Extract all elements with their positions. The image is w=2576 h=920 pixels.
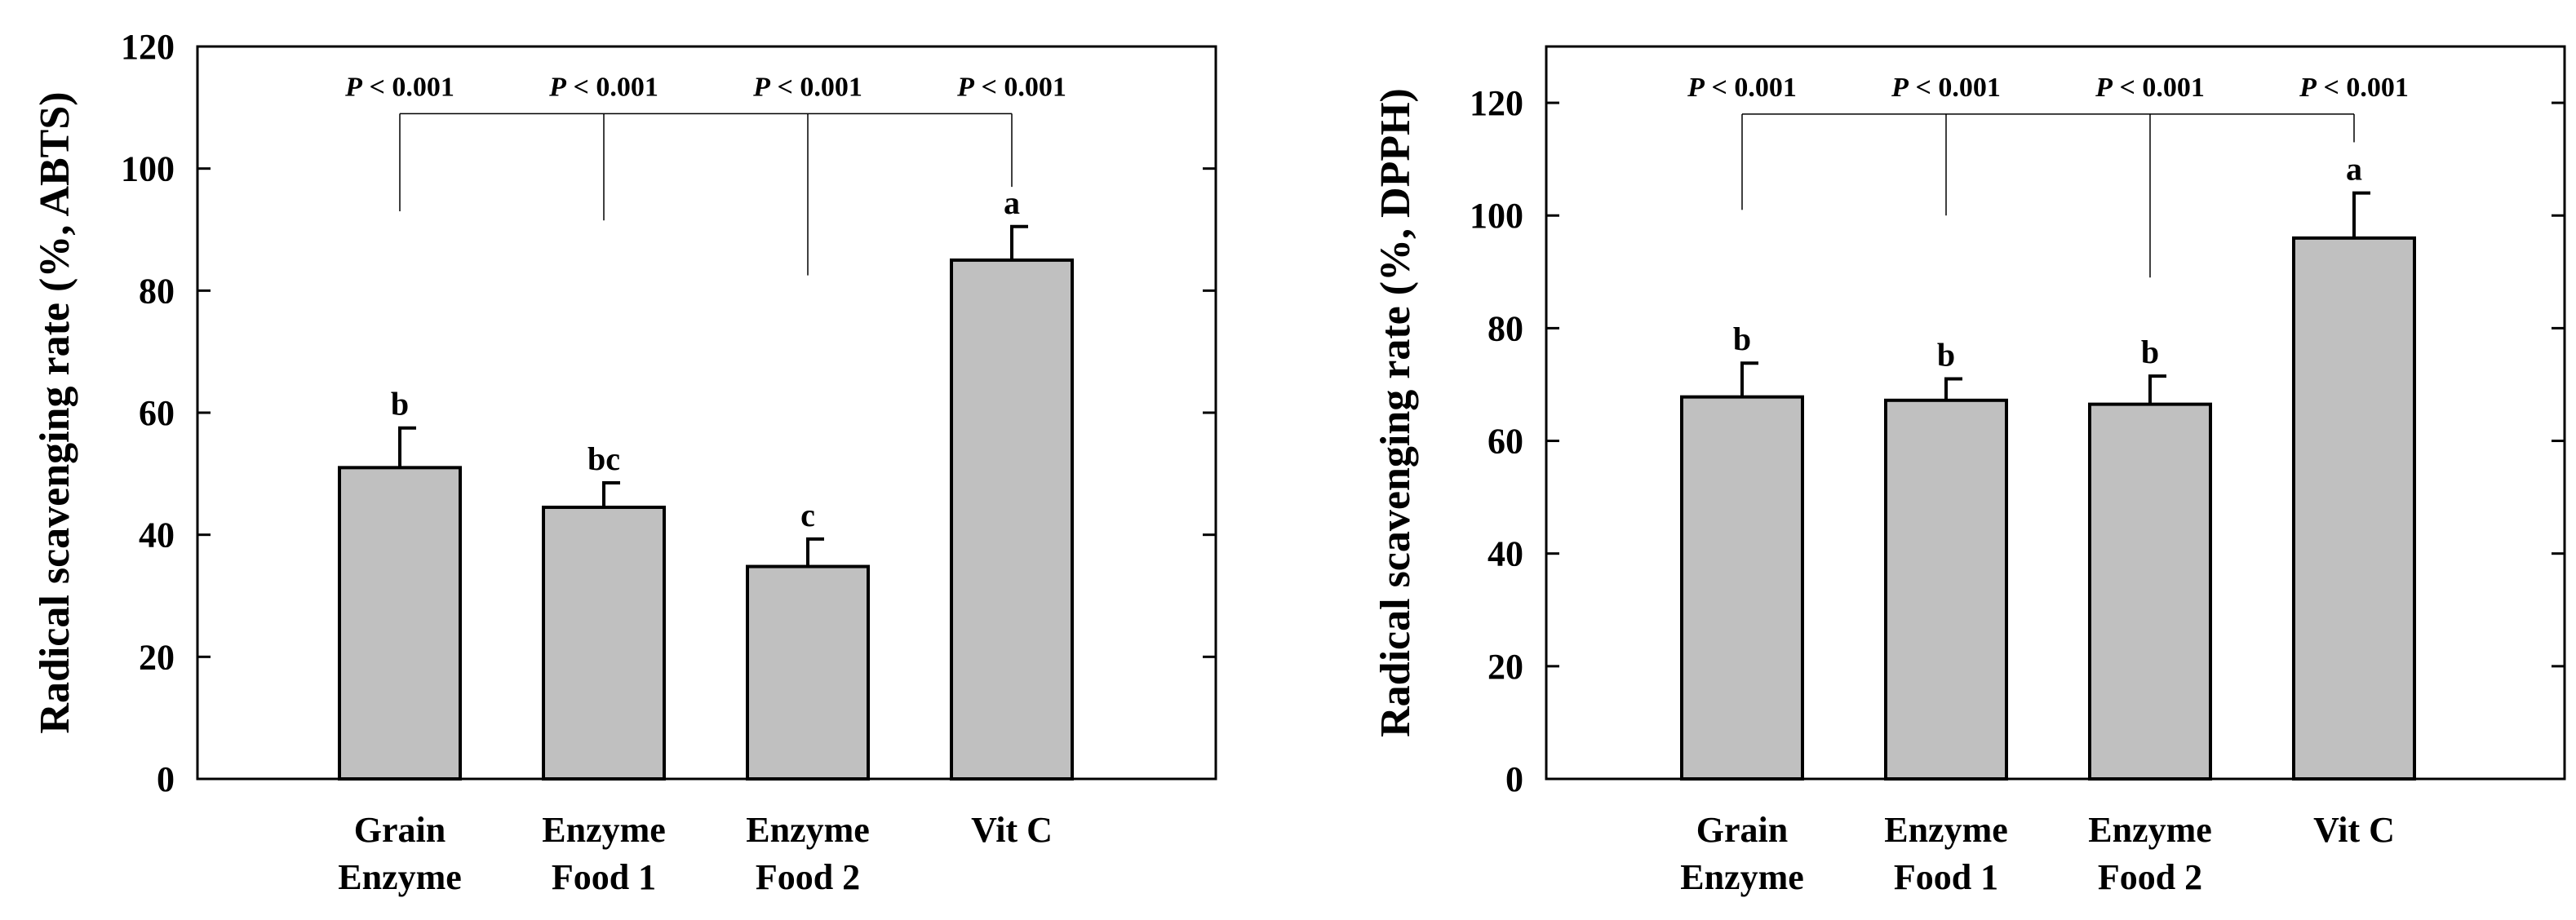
y-tick-label: 120 — [1470, 83, 1523, 123]
category-label: Grain — [1696, 810, 1788, 850]
y-tick-label: 40 — [139, 515, 175, 555]
category-label: Enzyme — [338, 857, 462, 897]
y-tick-label: 100 — [121, 149, 175, 189]
category-label: Enzyme — [1884, 810, 2008, 850]
significance-letter: b — [1733, 321, 1751, 357]
y-tick-label: 120 — [121, 27, 175, 67]
y-axis-label: Radical scavenging rate (%, DPPH) — [1372, 88, 1419, 737]
plot-frame — [1545, 45, 2566, 781]
y-tick-label: 100 — [1470, 196, 1523, 236]
category-label: Food 2 — [756, 857, 860, 897]
significance-letter: b — [2141, 334, 2159, 370]
y-tick-label: 40 — [1488, 534, 1523, 574]
y-tick-label: 20 — [1488, 647, 1523, 687]
p-value-label: P < 0.001 — [1891, 73, 2001, 103]
p-value-label: P < 0.001 — [1687, 73, 1797, 103]
chart-1: 0 20 40 60 80 100 120 Radical scavenging rate (… — [32, 27, 1217, 897]
bar — [1680, 395, 1804, 781]
p-value-label: P < 0.001 — [2095, 73, 2205, 103]
significance-letter: bc — [587, 440, 620, 477]
significance-letter: b — [391, 386, 409, 422]
bar — [2292, 236, 2416, 781]
category-label: Enzyme — [542, 810, 666, 850]
category-label: Food 2 — [2098, 857, 2202, 897]
bar — [746, 564, 870, 781]
category-label: Enzyme — [746, 810, 870, 850]
y-tick-label: 0 — [1505, 759, 1523, 799]
y-tick-label: 80 — [1488, 308, 1523, 348]
category-label: Food 1 — [552, 857, 656, 897]
bar — [1884, 398, 2008, 781]
bar — [338, 466, 462, 781]
bar — [950, 258, 1074, 781]
y-tick-label: 80 — [139, 271, 175, 311]
p-value-label: P < 0.001 — [344, 72, 454, 102]
p-value-label: P < 0.001 — [2299, 73, 2409, 103]
significance-letter: c — [800, 497, 815, 533]
significance-letter: a — [1004, 184, 1020, 221]
p-value-label: P < 0.001 — [956, 72, 1066, 102]
category-label: Enzyme — [2088, 810, 2212, 850]
y-tick-label: 60 — [1488, 422, 1523, 462]
y-axis-label: Radical scavenging rate (%, ABTS) — [32, 91, 78, 733]
category-label: Vit C — [971, 810, 1053, 850]
significance-letter: b — [1937, 337, 1955, 374]
category-label: Vit C — [2313, 810, 2395, 850]
bar — [2088, 402, 2212, 781]
category-label: Food 1 — [1894, 857, 1998, 897]
p-value-label: P < 0.001 — [548, 72, 658, 102]
y-tick-label: 0 — [157, 759, 175, 799]
chart-2: 0 20 40 60 80 100 120 Radical scavenging rate (… — [1372, 45, 2566, 897]
p-value-label: P < 0.001 — [752, 72, 862, 102]
y-tick-label: 20 — [139, 637, 175, 677]
y-tick-label: 60 — [139, 393, 175, 433]
category-label: Grain — [354, 810, 446, 850]
category-label: Enzyme — [1680, 857, 1804, 897]
significance-letter: a — [2346, 151, 2362, 188]
bar — [542, 505, 666, 781]
